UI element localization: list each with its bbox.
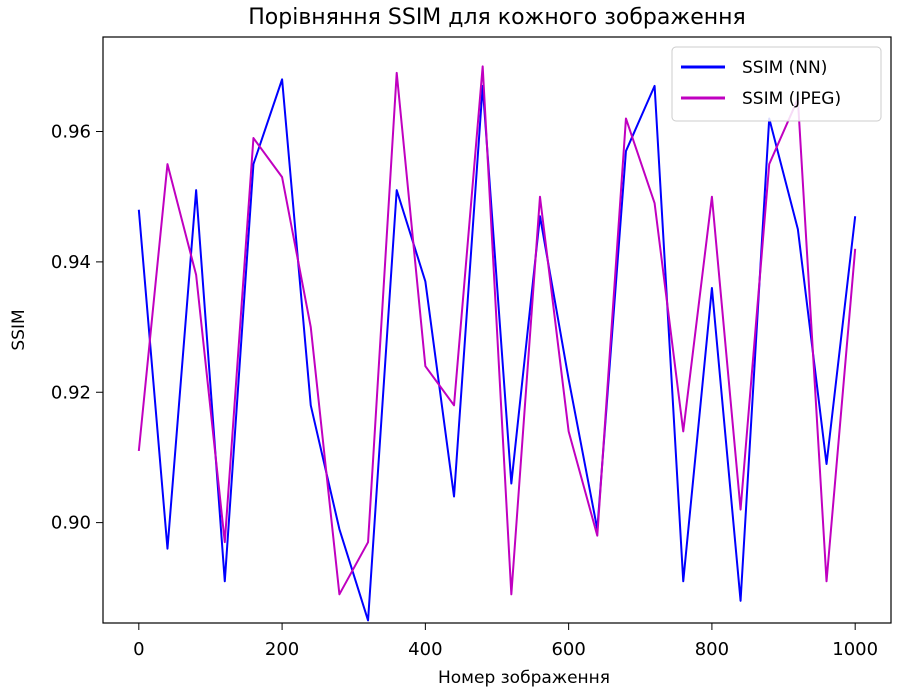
x-tick-label: 800 <box>695 639 729 660</box>
x-axis-label: Номер зображення <box>438 668 610 688</box>
series-layer <box>137 65 857 622</box>
y-axis-label: SSIM <box>9 309 29 350</box>
x-tick-label: 0 <box>133 639 144 660</box>
legend: SSIM (NN) SSIM (JPEG) <box>671 46 882 122</box>
x-tick-label: 600 <box>551 639 585 660</box>
y-tick-label: 0.96 <box>51 122 91 143</box>
x-tick-label: 200 <box>265 639 299 660</box>
x-axis-ticks: 0 200 400 600 800 1000 <box>133 623 878 660</box>
x-tick-label: 400 <box>408 639 442 660</box>
y-tick-label: 0.92 <box>51 382 91 403</box>
series-line-jpeg <box>137 65 857 596</box>
y-tick-label: 0.94 <box>51 252 91 273</box>
y-tick-label: 0.90 <box>51 513 91 534</box>
x-tick-label: 1000 <box>832 639 878 660</box>
series-line-nn <box>137 78 857 622</box>
chart-title: Порівняння SSIM для кожного зображення <box>248 5 746 30</box>
legend-label-nn: SSIM (NN) <box>742 58 827 78</box>
plot-area: 0 200 400 600 800 1000 0.90 0.92 0.94 0.96 <box>51 36 892 660</box>
y-axis-ticks: 0.90 0.92 0.94 0.96 <box>51 122 103 534</box>
legend-label-jpeg: SSIM (JPEG) <box>742 89 841 109</box>
